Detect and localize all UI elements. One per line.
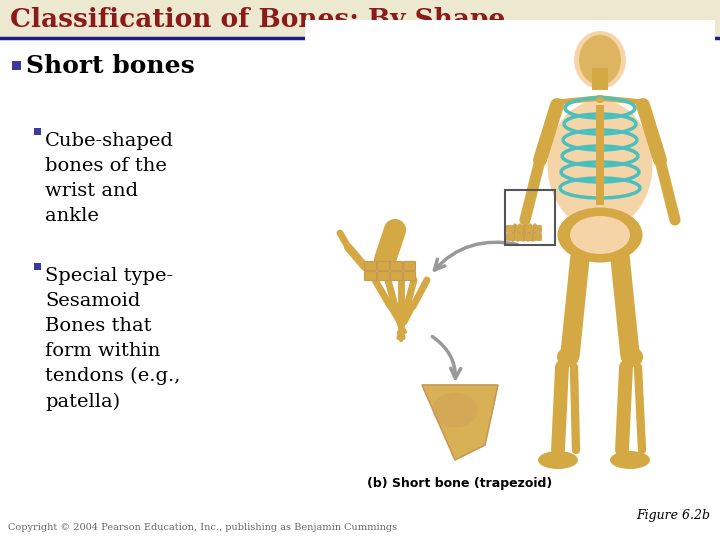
Ellipse shape xyxy=(557,347,579,367)
FancyBboxPatch shape xyxy=(390,272,402,280)
Ellipse shape xyxy=(596,148,604,154)
FancyBboxPatch shape xyxy=(506,233,515,240)
Text: Figure 6.2b: Figure 6.2b xyxy=(636,509,710,522)
FancyBboxPatch shape xyxy=(34,263,41,270)
Ellipse shape xyxy=(610,451,650,469)
Text: Short bones: Short bones xyxy=(26,54,194,78)
FancyBboxPatch shape xyxy=(524,226,533,233)
FancyBboxPatch shape xyxy=(377,272,390,280)
Text: Copyright © 2004 Pearson Education, Inc., publishing as Benjamin Cummings: Copyright © 2004 Pearson Education, Inc.… xyxy=(8,523,397,532)
FancyBboxPatch shape xyxy=(403,261,415,271)
FancyBboxPatch shape xyxy=(403,272,415,280)
Ellipse shape xyxy=(596,199,604,205)
FancyBboxPatch shape xyxy=(592,68,608,90)
FancyBboxPatch shape xyxy=(516,226,523,233)
Ellipse shape xyxy=(596,182,604,188)
FancyBboxPatch shape xyxy=(12,61,21,70)
FancyBboxPatch shape xyxy=(516,233,523,240)
Ellipse shape xyxy=(579,35,621,85)
Text: Classification of Bones: By Shape: Classification of Bones: By Shape xyxy=(10,6,505,31)
FancyArrowPatch shape xyxy=(432,336,461,379)
Text: Special type-
Sesamoid
Bones that
form within
tendons (e.g.,
patella): Special type- Sesamoid Bones that form w… xyxy=(45,267,181,411)
FancyBboxPatch shape xyxy=(34,128,41,135)
FancyBboxPatch shape xyxy=(534,233,541,240)
Text: Cube-shaped
bones of the
wrist and
ankle: Cube-shaped bones of the wrist and ankle xyxy=(45,132,174,225)
Ellipse shape xyxy=(574,31,626,89)
Ellipse shape xyxy=(557,207,642,262)
Ellipse shape xyxy=(596,233,604,239)
FancyBboxPatch shape xyxy=(390,261,402,271)
Ellipse shape xyxy=(547,100,652,230)
Ellipse shape xyxy=(596,97,604,103)
Ellipse shape xyxy=(596,250,604,256)
Ellipse shape xyxy=(570,216,630,254)
Ellipse shape xyxy=(596,165,604,171)
FancyBboxPatch shape xyxy=(364,261,377,271)
Ellipse shape xyxy=(596,114,604,120)
Ellipse shape xyxy=(538,451,578,469)
FancyBboxPatch shape xyxy=(377,261,390,271)
FancyArrowPatch shape xyxy=(434,242,517,270)
Text: (b) Short bone (trapezoid): (b) Short bone (trapezoid) xyxy=(367,477,553,490)
FancyBboxPatch shape xyxy=(364,272,377,280)
Ellipse shape xyxy=(433,393,477,428)
FancyBboxPatch shape xyxy=(524,233,533,240)
Ellipse shape xyxy=(596,131,604,137)
Ellipse shape xyxy=(621,347,643,367)
Polygon shape xyxy=(422,385,498,460)
FancyBboxPatch shape xyxy=(506,226,515,233)
FancyBboxPatch shape xyxy=(534,226,541,233)
Ellipse shape xyxy=(596,216,604,222)
FancyBboxPatch shape xyxy=(305,20,715,510)
FancyBboxPatch shape xyxy=(0,0,720,37)
FancyBboxPatch shape xyxy=(596,105,604,205)
